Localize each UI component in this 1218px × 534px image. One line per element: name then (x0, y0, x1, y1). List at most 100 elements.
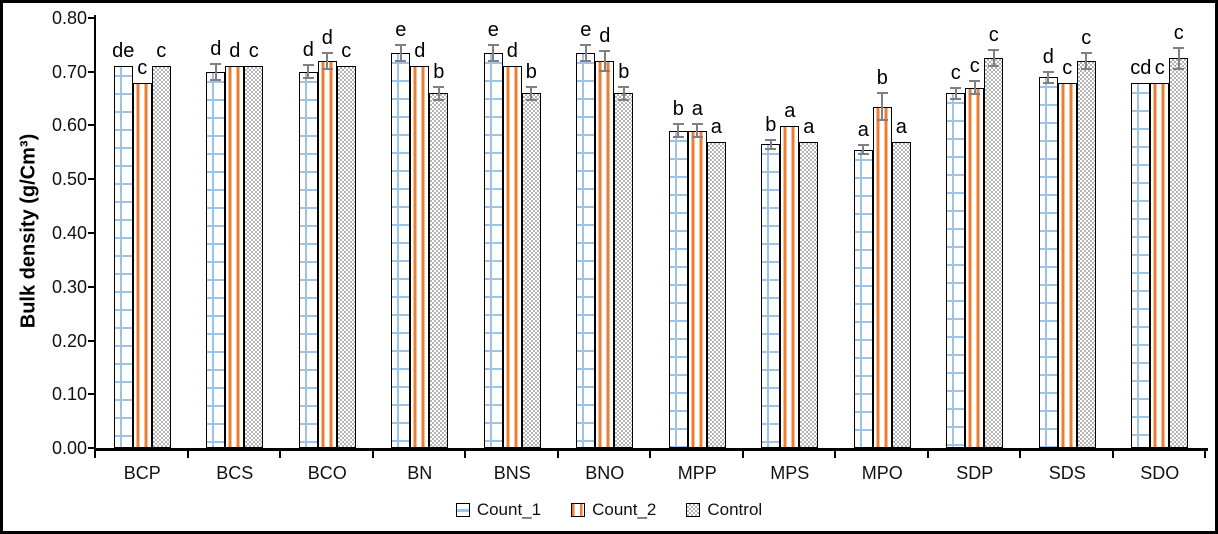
error-bar-cap-bottom (1173, 68, 1185, 71)
y-axis-tick-label: 0.70 (51, 62, 87, 82)
significance-letter: de (112, 40, 135, 63)
x-axis-tick (557, 451, 559, 458)
bar-control-bno (614, 93, 634, 449)
y-axis-tick-label: 0.00 (51, 438, 87, 458)
bar-count_2-bcs (225, 66, 245, 448)
bar-count_1-mps (761, 144, 781, 448)
significance-letter: a (803, 115, 815, 138)
bar-control-mps (799, 141, 819, 448)
error-bar-cap-top (1080, 51, 1092, 54)
bar-count_2-bns (502, 66, 522, 448)
error-bar-cap-top (321, 51, 333, 54)
error-bar-cap-top (525, 85, 537, 88)
y-axis-tick (88, 340, 94, 342)
x-axis-label: BNO (585, 463, 625, 483)
error-bar-cap-top (395, 43, 407, 46)
error-bar-cap-bottom (618, 98, 630, 101)
x-axis-tick (372, 451, 374, 458)
bar-count_2-mpp (687, 130, 707, 448)
legend-label: Count_2 (592, 500, 657, 519)
x-axis-tick (1112, 451, 1114, 458)
y-axis-line (94, 15, 96, 451)
x-axis-tick (834, 451, 836, 458)
bar-count_1-bcp (113, 66, 133, 448)
x-axis-label: BCS (216, 463, 254, 483)
bar-control-bcp (151, 66, 171, 448)
significance-letter: c (1154, 56, 1165, 79)
significance-letter: c (1081, 26, 1092, 49)
error-bar-cap-bottom (210, 78, 222, 81)
error-bar (584, 44, 587, 61)
error-bar (1047, 71, 1050, 83)
error-bar-cap-bottom (1042, 81, 1054, 84)
bar-count_1-bno (576, 52, 596, 448)
legend-swatch-control (686, 503, 701, 517)
error-bar (677, 124, 680, 138)
error-bar-cap-bottom (321, 68, 333, 71)
bar-count_2-sds (1057, 82, 1077, 448)
y-axis-tick-label: 0.40 (51, 223, 87, 243)
error-bar-cap-bottom (691, 136, 703, 139)
significance-letter: d (1042, 45, 1054, 68)
x-axis-label: BCO (307, 463, 347, 483)
error-bar (492, 44, 495, 61)
x-axis-label: MPS (770, 463, 810, 483)
error-bar-cap-top (599, 50, 611, 53)
legend-item-count_2: Count_2 (571, 500, 656, 520)
error-bar-cap-bottom (988, 65, 1000, 68)
x-axis-tick (927, 451, 929, 458)
y-axis-tick-label: 0.20 (51, 331, 87, 351)
bar-count_1-mpp (668, 130, 688, 448)
significance-letter: d (210, 37, 222, 60)
significance-letter: d (321, 26, 333, 49)
significance-letter: e (395, 18, 407, 41)
error-bar-cap-top (876, 92, 888, 95)
legend-item-count_1: Count_1 (455, 500, 541, 520)
bar-count_1-bn (391, 52, 411, 448)
x-axis-tick (742, 451, 744, 458)
bar-count_1-bco (298, 71, 318, 449)
significance-letter: c (248, 40, 259, 63)
bar-control-sdo (1169, 58, 1189, 448)
x-axis-tick (187, 451, 189, 458)
significance-letter: a (857, 119, 869, 142)
y-axis-tick (88, 124, 94, 126)
significance-letter: b (876, 67, 888, 90)
error-bar-cap-bottom (395, 60, 407, 62)
significance-letter: d (229, 40, 241, 63)
bar-count_1-bcs (206, 71, 226, 449)
significance-letter: d (302, 39, 314, 62)
error-bar (954, 87, 957, 99)
significance-letter: d (414, 40, 426, 63)
significance-letter: c (1062, 56, 1073, 79)
significance-letter: d (506, 40, 518, 63)
error-bar-cap-bottom (599, 69, 611, 72)
legend-swatch-count_2 (571, 503, 586, 517)
error-bar-cap-top (765, 139, 777, 141)
significance-letter: c (341, 40, 352, 63)
x-axis-label: SDS (1048, 463, 1086, 483)
error-bar-cap-top (302, 64, 314, 67)
bar-control-bcs (244, 66, 264, 448)
bar-count_1-sds (1038, 77, 1058, 448)
legend-swatch-count_1 (455, 503, 470, 517)
error-bar-cap-top (672, 123, 684, 126)
error-bar-cap-bottom (857, 153, 869, 155)
error-bar (437, 86, 440, 100)
y-axis-tick (88, 232, 94, 234)
error-bar-cap-top (857, 144, 869, 147)
error-bar (1085, 52, 1088, 69)
significance-letter: a (710, 115, 722, 138)
x-axis-label: MPP (677, 463, 717, 483)
error-bar-cap-bottom (580, 60, 592, 62)
error-bar-cap-bottom (433, 98, 445, 101)
error-bar-cap-top (210, 62, 222, 65)
significance-letter: c (1173, 21, 1184, 44)
significance-letter: b (433, 60, 445, 83)
bar-count_2-mps (780, 125, 800, 448)
error-bar (973, 81, 976, 95)
significance-letter: d (599, 25, 611, 48)
significance-letter: c (137, 56, 148, 79)
error-bar-cap-bottom (969, 93, 981, 96)
